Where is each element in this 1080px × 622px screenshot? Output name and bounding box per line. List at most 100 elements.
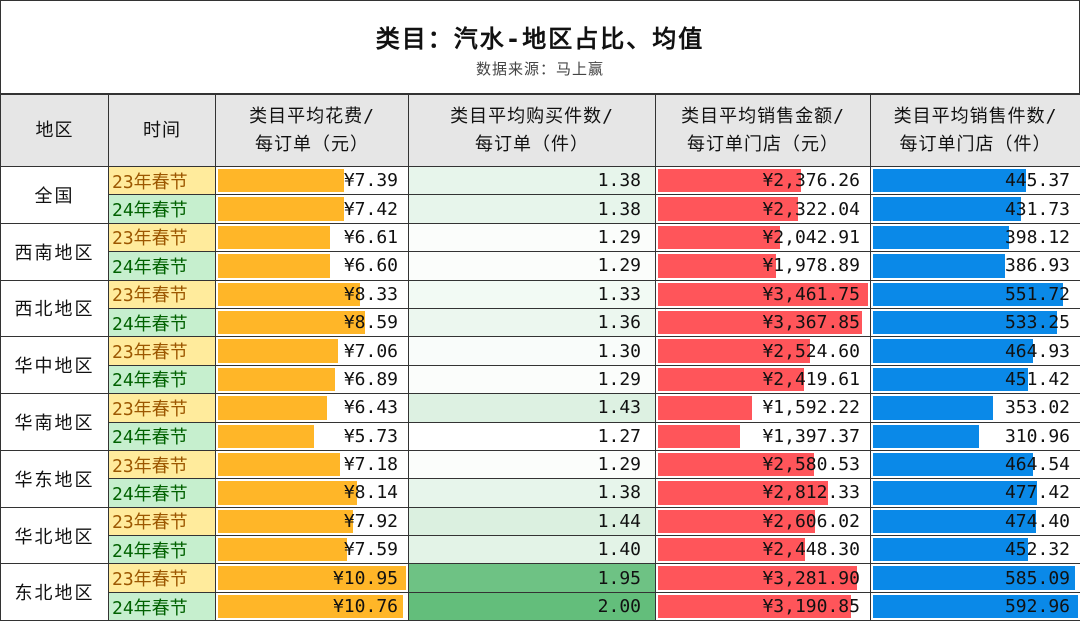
avg-sales-amount-bar: [658, 396, 753, 420]
avg-qty-cell: 2.00: [408, 591, 656, 622]
table-row: 24年春节 ¥6.89 1.29 ¥2,419.61 451.42: [1, 364, 1080, 395]
avg-sales-count-cell: 353.02: [870, 393, 1080, 423]
avg-sales-amount-value: ¥1,592.22: [762, 397, 860, 419]
avg-sales-amount-value: ¥2,524.60: [762, 340, 860, 362]
table-row: 华中地区 23年春节 ¥7.06 1.30 ¥2,524.60 464.93: [0, 336, 1080, 395]
avg-sales-amount-value: ¥1,397.37: [762, 425, 860, 447]
avg-spend-bar: [218, 254, 330, 278]
avg-spend-cell: ¥10.76: [215, 591, 409, 622]
time-cell: 23年春节: [108, 393, 216, 423]
avg-qty-value: 1.38: [597, 198, 641, 220]
avg-sales-amount-cell: ¥2,419.61: [655, 364, 871, 395]
avg-sales-count-cell: 464.93: [870, 336, 1080, 366]
avg-spend-bar: [218, 197, 345, 221]
avg-spend-cell: ¥7.92: [215, 506, 409, 537]
table-row: 24年春节 ¥5.73 1.27 ¥1,397.37 310.96: [1, 421, 1080, 451]
table-row: 24年春节 ¥8.14 1.38 ¥2,812.33 477.42: [1, 478, 1080, 508]
avg-sales-amount-bar: [658, 424, 741, 448]
avg-spend-bar: [218, 396, 327, 420]
avg-spend-bar: [218, 339, 338, 363]
avg-sales-amount-value: ¥2,322.04: [762, 198, 860, 220]
avg-qty-value: 1.43: [597, 397, 641, 419]
page-subtitle: 数据来源：马上赢: [475, 60, 604, 78]
avg-spend-value: ¥7.39: [343, 170, 398, 192]
data-table: 地区 时间 类目平均花费/ 每订单（元） 类目平均购买件数/ 每订单（件） 类目…: [0, 94, 1080, 622]
avg-spend-bar: [218, 367, 335, 392]
avg-spend-cell: ¥8.59: [215, 307, 409, 338]
avg-sales-count-cell: 310.96: [870, 421, 1080, 451]
avg-spend-cell: ¥6.89: [215, 364, 409, 395]
time-cell: 23年春节: [108, 449, 216, 480]
avg-sales-count-bar: [873, 367, 1029, 392]
avg-sales-amount-value: ¥2,419.61: [762, 368, 860, 390]
avg-spend-value: ¥6.43: [343, 397, 398, 419]
time-cell: 24年春节: [108, 307, 216, 338]
avg-qty-value: 1.27: [597, 425, 641, 447]
avg-sales-amount-cell: ¥1,978.89: [655, 251, 871, 281]
avg-sales-count-value: 533.25: [1004, 312, 1070, 334]
avg-sales-count-cell: 398.12: [870, 222, 1080, 253]
avg-sales-count-cell: 431.73: [870, 194, 1080, 224]
avg-spend-cell: ¥8.33: [215, 279, 409, 309]
avg-sales-amount-bar: [658, 452, 814, 477]
avg-sales-count-cell: 533.25: [870, 307, 1080, 338]
avg-sales-amount-bar: [658, 310, 863, 335]
avg-qty-cell: 1.95: [408, 563, 656, 593]
avg-sales-count-bar: [873, 594, 1078, 619]
avg-sales-amount-cell: ¥2,322.04: [655, 194, 871, 224]
avg-sales-count-value: 445.37: [1004, 170, 1070, 192]
avg-qty-cell: 1.38: [408, 478, 656, 508]
avg-sales-amount-cell: ¥2,606.02: [655, 506, 871, 537]
avg-sales-amount-cell: ¥3,281.90: [655, 563, 871, 593]
avg-sales-amount-value: ¥2,580.53: [762, 454, 860, 476]
table-row: 西南地区 23年春节 ¥6.61 1.29 ¥2,042.91 398.12: [0, 222, 1080, 281]
avg-sales-count-value: 464.54: [1004, 454, 1070, 476]
avg-spend-value: ¥6.61: [343, 226, 398, 248]
avg-sales-amount-value: ¥2,376.26: [762, 170, 860, 192]
avg-sales-count-bar: [873, 566, 1076, 590]
avg-spend-bar: [218, 225, 330, 250]
avg-spend-value: ¥8.14: [343, 482, 398, 504]
avg-spend-cell: ¥7.18: [215, 449, 409, 480]
avg-sales-amount-cell: ¥3,461.75: [655, 279, 871, 309]
avg-spend-cell: ¥5.73: [215, 421, 409, 451]
avg-sales-count-cell: 445.37: [870, 165, 1080, 196]
avg-qty-cell: 1.38: [408, 194, 656, 224]
avg-sales-count-value: 477.42: [1004, 482, 1070, 504]
avg-qty-value: 1.44: [597, 510, 641, 532]
time-cell: 23年春节: [108, 563, 216, 593]
time-cell: 23年春节: [108, 222, 216, 253]
avg-sales-count-value: 585.09: [1004, 567, 1070, 589]
avg-spend-value: ¥7.42: [343, 198, 398, 220]
avg-sales-count-value: 353.02: [1004, 397, 1070, 419]
region-cell: 东北地区: [0, 563, 109, 622]
avg-spend-bar: [218, 509, 353, 534]
avg-sales-count-cell: 592.96: [870, 591, 1080, 622]
table-row: 华北地区 23年春节 ¥7.92 1.44 ¥2,606.02 474.40: [0, 506, 1080, 565]
avg-sales-count-bar: [873, 424, 979, 448]
avg-spend-bar: [218, 282, 361, 306]
avg-qty-cell: 1.33: [408, 279, 656, 309]
avg-sales-count-bar: [873, 169, 1026, 193]
avg-sales-count-bar: [873, 538, 1029, 562]
table-row: 24年春节 ¥7.42 1.38 ¥2,322.04 431.73: [1, 194, 1080, 224]
avg-sales-count-cell: 474.40: [870, 506, 1080, 537]
region-cell: 西南地区: [0, 222, 109, 281]
table-row: 华南地区 23年春节 ¥6.43 1.43 ¥1,592.22 353.02: [0, 393, 1080, 451]
header-avg-qty: 类目平均购买件数/ 每订单（件）: [408, 94, 656, 167]
header-avg-sales-amount: 类目平均销售金额/ 每订单门店（元）: [655, 94, 871, 167]
avg-sales-amount-bar: [658, 339, 811, 363]
avg-qty-cell: 1.29: [408, 222, 656, 253]
header-region: 地区: [0, 94, 109, 167]
avg-qty-value: 1.38: [597, 170, 641, 192]
table-row: 全国 23年春节 ¥7.39 1.38 ¥2,376.26 445.37: [0, 165, 1080, 224]
avg-sales-amount-bar: [658, 566, 857, 590]
time-cell: 23年春节: [108, 506, 216, 537]
avg-qty-value: 2.00: [597, 596, 641, 618]
avg-sales-count-cell: 477.42: [870, 478, 1080, 508]
avg-sales-amount-bar: [658, 481, 828, 505]
avg-sales-count-cell: 452.32: [870, 535, 1080, 565]
avg-qty-cell: 1.43: [408, 393, 656, 423]
avg-qty-value: 1.29: [597, 454, 641, 476]
avg-sales-count-bar: [873, 339, 1033, 363]
